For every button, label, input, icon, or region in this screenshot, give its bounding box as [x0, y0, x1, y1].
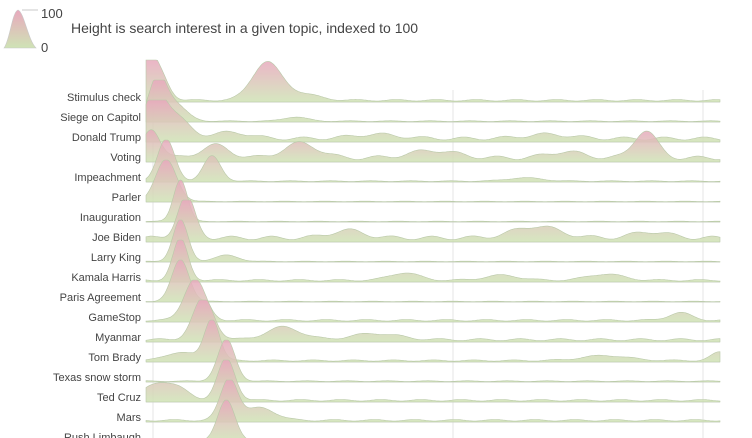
series-label: Inauguration: [80, 212, 141, 224]
series-label: Rush Limbaugh: [64, 432, 141, 438]
series-label: Ted Cruz: [97, 392, 141, 404]
ridge-ted-cruz: [145, 359, 721, 403]
legend-ridge-icon: [3, 9, 37, 49]
series-label: Donald Trump: [72, 132, 141, 144]
series-label: Myanmar: [95, 332, 141, 344]
ridge-mars: [145, 379, 721, 423]
series-label: Joe Biden: [92, 232, 141, 244]
ridge-tom-brady: [145, 319, 721, 363]
series-label: Kamala Harris: [71, 272, 141, 284]
ridge-voting: [145, 129, 721, 163]
ridge-donald-trump: [145, 99, 721, 143]
ridge-gamestop: [145, 279, 721, 323]
series-label: Texas snow storm: [53, 372, 141, 384]
ridge-kamala-harris: [145, 239, 721, 283]
legend-caption: Height is search interest in a given top…: [71, 20, 419, 36]
ridge-impeachment: [145, 139, 721, 183]
ridge-paris-agreement: [145, 259, 721, 303]
series-label: Paris Agreement: [60, 292, 141, 304]
ridge-joe-biden: [145, 199, 721, 243]
series-label: GameStop: [88, 312, 141, 324]
series-label: Stimulus check: [67, 92, 141, 104]
ridge-myanmar: [145, 299, 721, 343]
ridge-stimulus-check: [145, 59, 721, 103]
ridge-rush-limbaugh: [206, 399, 247, 438]
ridge-siege-on-capitol: [145, 79, 721, 123]
series-label: Impeachment: [74, 172, 141, 184]
series-label: Mars: [117, 412, 142, 424]
ridge-inauguration: [145, 179, 721, 223]
legend-min-label: 0: [41, 40, 48, 55]
series-label: Parler: [112, 192, 142, 204]
ridge-parler: [145, 159, 721, 203]
legend-max-label: 100: [41, 6, 63, 21]
series-label: Larry King: [91, 252, 141, 264]
ridge-texas-snow-storm: [145, 339, 721, 383]
legend: 100 0: [3, 6, 63, 55]
ridge-larry-king: [145, 219, 721, 263]
series-label: Siege on Capitol: [60, 112, 141, 124]
series-label: Tom Brady: [88, 352, 141, 364]
series-label: Voting: [110, 152, 141, 164]
